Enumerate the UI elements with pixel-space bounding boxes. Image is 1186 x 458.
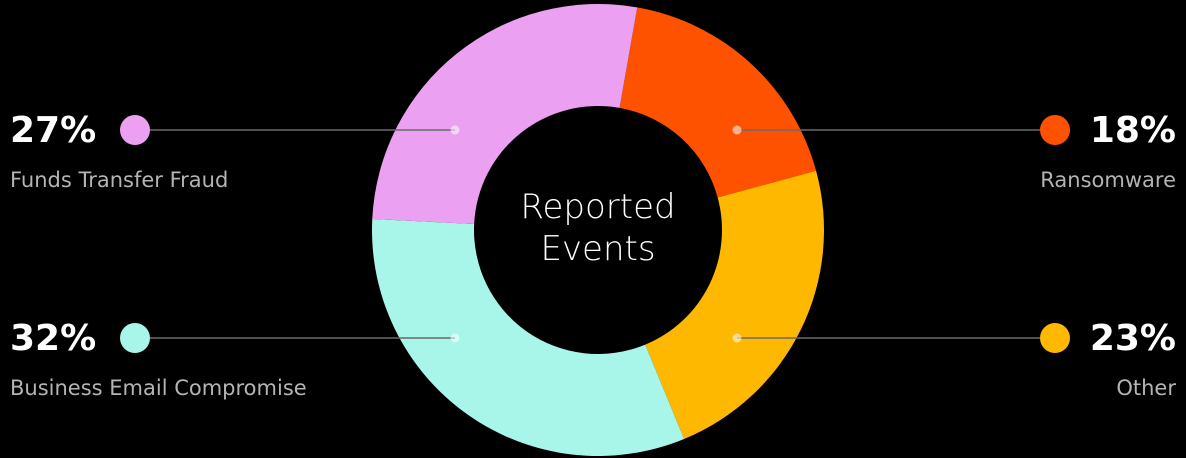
slice <box>645 170 824 439</box>
value-label: 27% <box>10 110 96 151</box>
center-label: Reported Events <box>520 187 676 269</box>
leader-end <box>732 333 742 343</box>
value-label: 32% <box>10 318 96 359</box>
legend-dot <box>120 115 150 145</box>
legend-dot <box>1040 115 1070 145</box>
value-label: 23% <box>1090 318 1176 359</box>
category-label: Other <box>1116 376 1176 400</box>
category-label: Ransomware <box>1040 168 1176 192</box>
legend-dot <box>120 323 150 353</box>
slice <box>371 218 685 456</box>
leader-end <box>732 125 742 135</box>
slice <box>372 3 638 224</box>
value-label: 18% <box>1090 110 1176 151</box>
legend-dot <box>1040 323 1070 353</box>
leader-end <box>450 125 460 135</box>
slice <box>619 7 817 198</box>
category-label: Funds Transfer Fraud <box>10 168 228 192</box>
category-label: Business Email Compromise <box>10 376 307 400</box>
leader-end <box>450 333 460 343</box>
